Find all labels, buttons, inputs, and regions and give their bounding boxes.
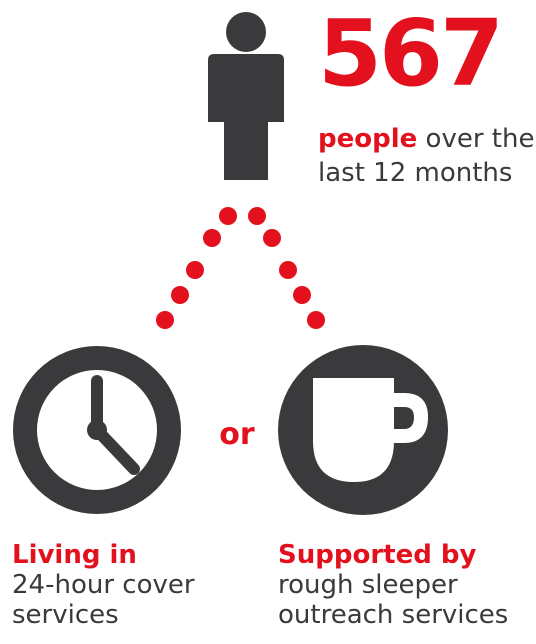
caption-outreach: Supported by rough sleeper outreach serv… <box>278 540 536 630</box>
caption-text: rough sleeper outreach services <box>278 570 509 630</box>
connector-dot <box>307 311 325 329</box>
caption-24-hour-cover: Living in 24-hour cover services <box>12 540 252 630</box>
connector-dot <box>171 286 189 304</box>
stat-caption-rest: over the last 12 months <box>318 124 535 188</box>
connector-dot <box>203 229 221 247</box>
caption-heading: Supported by <box>278 540 477 570</box>
connector-dot <box>156 311 174 329</box>
caption-text: 24-hour cover services <box>12 570 195 630</box>
clock-icon <box>13 346 181 514</box>
connector-dot <box>263 229 281 247</box>
stat-highlight: people <box>318 124 418 154</box>
or-label: or <box>219 417 255 452</box>
connector-dot <box>293 286 311 304</box>
cup-icon <box>278 345 448 515</box>
connector-dot <box>248 207 266 225</box>
person-icon <box>208 12 284 180</box>
connector-dot <box>219 207 237 225</box>
connector-dot <box>186 261 204 279</box>
connector-dot <box>279 261 297 279</box>
stat-number: 567 <box>318 0 504 107</box>
stat-caption: people over the last 12 months <box>318 122 536 190</box>
caption-heading: Living in <box>12 540 137 570</box>
